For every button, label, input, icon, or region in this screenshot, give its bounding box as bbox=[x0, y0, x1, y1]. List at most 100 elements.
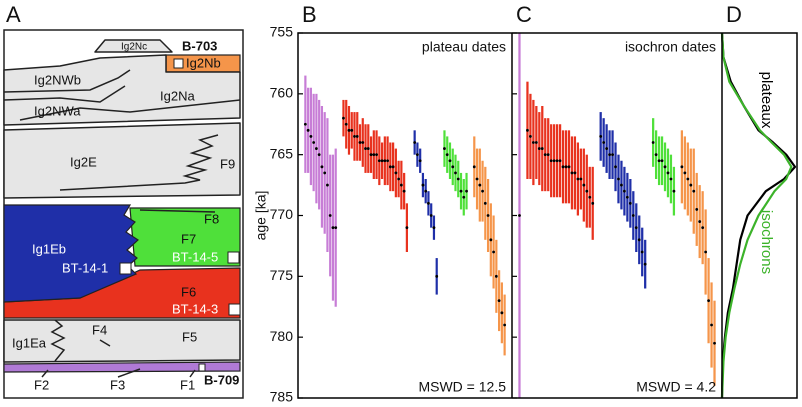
mean-dot bbox=[397, 177, 401, 181]
mean-dot bbox=[380, 159, 384, 163]
mean-dot bbox=[531, 141, 535, 144]
contact-f4 bbox=[50, 319, 111, 362]
mean-dot bbox=[448, 159, 452, 163]
mean-dot bbox=[588, 195, 592, 199]
mean-dot bbox=[537, 147, 541, 150]
mean-dot bbox=[416, 153, 419, 157]
mean-dot bbox=[704, 250, 708, 254]
mean-dot bbox=[443, 147, 446, 150]
mean-dot bbox=[558, 159, 562, 163]
mean-dot bbox=[454, 171, 457, 175]
mean-dot bbox=[375, 153, 378, 157]
panel-label: C bbox=[516, 2, 532, 27]
contact-ticks bbox=[41, 368, 196, 378]
mean-dot bbox=[394, 171, 398, 175]
curve-label: isochrons bbox=[758, 210, 775, 274]
mean-dot bbox=[427, 201, 430, 205]
y-tick-label: 755 bbox=[270, 24, 294, 40]
mean-dot bbox=[666, 171, 670, 175]
mean-dot bbox=[631, 214, 635, 217]
mean-dot bbox=[643, 262, 647, 266]
mean-dot bbox=[640, 250, 644, 254]
unit-label: Ig1Ea bbox=[12, 335, 47, 350]
mean-dot bbox=[353, 135, 356, 138]
mean-dot bbox=[529, 135, 532, 138]
contact-f9 bbox=[59, 134, 219, 191]
mean-dot bbox=[570, 171, 574, 175]
unit-ig2e bbox=[3, 122, 241, 199]
mean-dot bbox=[472, 165, 476, 169]
mean-dot bbox=[540, 147, 544, 150]
unit-label: Ig2NWb bbox=[34, 72, 81, 87]
unit-purple bbox=[3, 361, 241, 373]
mean-dot bbox=[561, 165, 565, 169]
mean-dot bbox=[692, 189, 696, 193]
mean-dot bbox=[383, 159, 387, 163]
mean-dot bbox=[518, 214, 521, 217]
mean-dot bbox=[429, 214, 433, 217]
unit-label: F3 bbox=[110, 377, 125, 392]
contact-lines bbox=[3, 69, 241, 121]
mean-dot bbox=[355, 135, 359, 138]
y-tick-label: 780 bbox=[270, 328, 294, 344]
unit-ig2nc bbox=[94, 39, 173, 53]
mean-dot bbox=[534, 141, 538, 144]
y-tick-label: 765 bbox=[270, 145, 294, 161]
unit-label: F4 bbox=[92, 322, 107, 337]
mean-dot bbox=[605, 147, 609, 150]
mean-dot bbox=[500, 311, 504, 315]
plot-frame bbox=[297, 32, 798, 399]
mean-dot bbox=[456, 177, 460, 181]
panel-label: D bbox=[726, 2, 742, 27]
mean-dot bbox=[350, 128, 354, 132]
unit-label: Ig2Na bbox=[160, 88, 195, 103]
mean-dot bbox=[405, 226, 409, 230]
mean-dot bbox=[312, 141, 316, 144]
mean-dot bbox=[492, 250, 495, 254]
y-tick-label: 770 bbox=[270, 206, 294, 222]
mean-dot bbox=[555, 159, 559, 163]
mean-dot bbox=[402, 189, 406, 193]
mean-dot bbox=[579, 177, 583, 181]
mean-dot bbox=[614, 165, 617, 169]
unit-ig2na bbox=[3, 54, 241, 126]
mean-dot bbox=[377, 159, 381, 163]
mean-dot bbox=[323, 171, 327, 175]
mean-dot bbox=[432, 226, 436, 230]
unit-label: Ig2NWa bbox=[34, 103, 81, 118]
mean-dot bbox=[317, 153, 321, 157]
mean-dot bbox=[623, 189, 626, 193]
annotation: MSWD = 12.5 bbox=[418, 379, 506, 395]
mean-dot bbox=[478, 183, 482, 187]
unit-label: Ig1Eb bbox=[32, 241, 66, 256]
mean-dot bbox=[391, 165, 395, 169]
mean-dot bbox=[366, 147, 370, 150]
mean-dot bbox=[334, 226, 338, 230]
annotation: MSWD = 4.2 bbox=[636, 379, 716, 395]
unit-label: F9 bbox=[220, 156, 235, 171]
panel-title: isochron dates bbox=[625, 39, 716, 55]
mean-dot bbox=[497, 299, 501, 303]
unit-ig1eb bbox=[3, 204, 139, 303]
curve-label: plateaux bbox=[758, 72, 775, 129]
y-tick-label: 785 bbox=[270, 389, 294, 405]
sample-marker bbox=[228, 303, 241, 316]
mean-dot bbox=[386, 159, 389, 163]
mean-dot bbox=[462, 195, 466, 199]
mean-dot bbox=[369, 153, 373, 157]
mean-dot bbox=[546, 153, 550, 157]
mean-dot bbox=[320, 165, 324, 169]
y-axis-label: age [ka] bbox=[253, 191, 269, 241]
unit-label: F1 bbox=[180, 377, 195, 392]
mean-dot bbox=[418, 159, 422, 163]
contact-f8 bbox=[139, 209, 216, 213]
mean-dot bbox=[599, 135, 603, 138]
mean-dot bbox=[358, 141, 362, 144]
panel-label: B bbox=[302, 2, 317, 27]
unit-label: F6 bbox=[181, 284, 196, 299]
sample-label: B-709 bbox=[204, 372, 239, 387]
mean-dot bbox=[654, 153, 658, 157]
panel-title: plateau dates bbox=[422, 39, 506, 55]
mean-dot bbox=[669, 177, 673, 181]
mean-dot bbox=[372, 153, 376, 157]
